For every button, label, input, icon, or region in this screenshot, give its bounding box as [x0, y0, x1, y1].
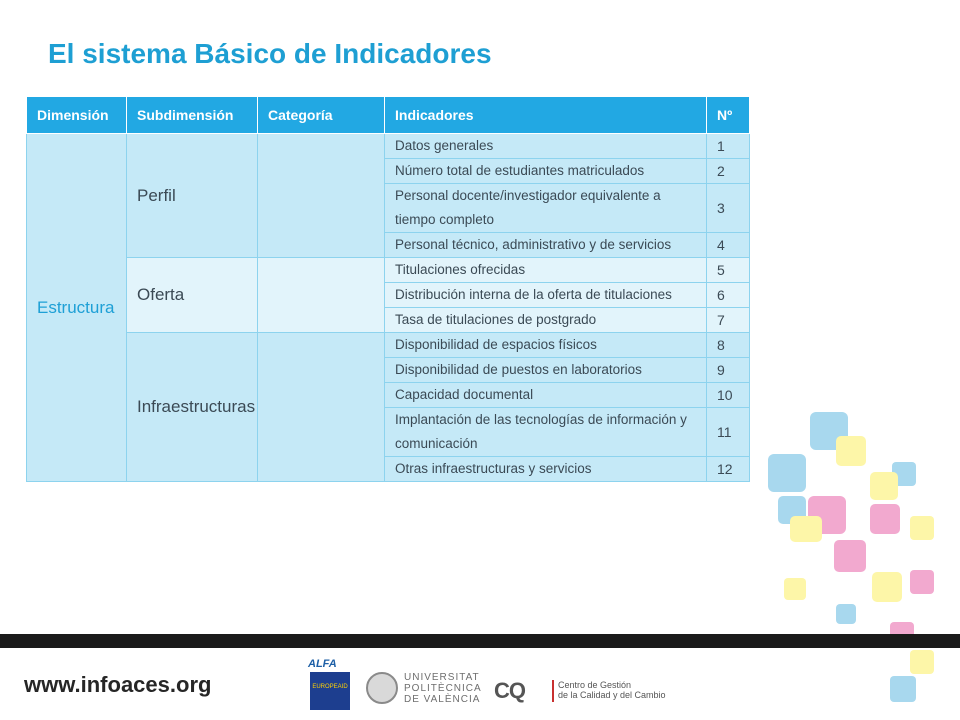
- subdimension-perfil: Perfil: [126, 133, 258, 258]
- upv-logo-text: UNIVERSITAT POLITÈCNICA DE VALÈNCIA: [404, 672, 482, 705]
- cq-divider: [552, 680, 554, 702]
- decorative-square-yellow: [910, 516, 934, 540]
- number-cell: 7: [706, 307, 750, 333]
- category-cell: [257, 133, 385, 258]
- website-url: www.infoaces.org: [24, 672, 212, 697]
- table-row: Número total de estudiantes matriculados…: [27, 158, 750, 184]
- decorative-square-yellow: [910, 650, 934, 674]
- indicator-cell: Titulaciones ofrecidas: [384, 257, 707, 283]
- number-cell: 1: [706, 133, 750, 159]
- number-cell: 5: [706, 257, 750, 283]
- number-cell: 12: [706, 456, 750, 482]
- footer-bar: [0, 634, 960, 648]
- cq-logo-text: Centro de Gestión de la Calidad y del Ca…: [558, 680, 666, 700]
- header-category: Categoría: [257, 96, 385, 134]
- category-cell: [257, 332, 385, 482]
- header-dimension: Dimensión: [26, 96, 127, 134]
- indicator-cell: Personal docente/investigador equivalent…: [384, 183, 707, 233]
- decorative-square-blue: [890, 676, 916, 702]
- decorative-square-blue: [768, 454, 806, 492]
- indicator-cell: Datos generales: [384, 133, 707, 159]
- table-row: Personal docente/investigador equivalent…: [27, 183, 750, 233]
- subdimension-infraestructuras: Infraestructuras: [126, 332, 258, 482]
- indicator-cell: Tasa de titulaciones de postgrado: [384, 307, 707, 333]
- number-cell: 8: [706, 332, 750, 358]
- alfa-logo-text: ALFA: [308, 658, 337, 670]
- decorative-square-yellow: [790, 516, 822, 542]
- decorative-square-pink: [834, 540, 866, 572]
- table-row: Capacidad documental 10: [27, 382, 750, 408]
- number-cell: 9: [706, 357, 750, 383]
- header-subdimension: Subdimensión: [126, 96, 258, 134]
- decorative-square-yellow: [784, 578, 806, 600]
- upv-seal-icon: [366, 672, 398, 704]
- eu-flag-icon: [310, 672, 350, 710]
- indicator-cell: Distribución interna de la oferta de tit…: [384, 282, 707, 308]
- decorative-square-pink: [870, 504, 900, 534]
- decorative-square-blue: [836, 604, 856, 624]
- indicator-cell: Otras infraestructuras y servicios: [384, 456, 707, 482]
- indicator-cell: Capacidad documental: [384, 382, 707, 408]
- category-cell: [257, 257, 385, 333]
- number-cell: 2: [706, 158, 750, 184]
- indicator-cell: Implantación de las tecnologías de infor…: [384, 407, 707, 457]
- decorative-square-yellow: [872, 572, 902, 602]
- alfa-europeaid-logo: ALFA EUROPEAID: [308, 658, 352, 710]
- table-row: Disponibilidad de puestos en laboratorio…: [27, 357, 750, 383]
- number-cell: 6: [706, 282, 750, 308]
- table-row: Otras infraestructuras y servicios 12: [27, 456, 750, 482]
- table-row: Tasa de titulaciones de postgrado 7: [27, 307, 750, 333]
- table-row: Distribución interna de la oferta de tit…: [27, 282, 750, 308]
- number-cell: 10: [706, 382, 750, 408]
- decorative-square-pink: [910, 570, 934, 594]
- indicator-cell: Número total de estudiantes matriculados: [384, 158, 707, 184]
- number-cell: 3: [706, 183, 750, 233]
- table-row: Infraestructuras Disponibilidad de espac…: [27, 332, 750, 482]
- indicator-cell: Personal técnico, administrativo y de se…: [384, 232, 707, 258]
- europeaid-text: EUROPEAID: [312, 684, 348, 690]
- table-header-row: Dimensión Subdimensión Categoría Indicad…: [26, 96, 750, 134]
- table-row: Estructura Perfil Datos generales 1: [26, 133, 750, 482]
- number-cell: 11: [706, 407, 750, 457]
- page-title: El sistema Básico de Indicadores: [48, 38, 492, 69]
- header-indicators: Indicadores: [384, 96, 707, 134]
- indicator-cell: Disponibilidad de espacios físicos: [384, 332, 707, 358]
- indicator-cell: Disponibilidad de puestos en laboratorio…: [384, 357, 707, 383]
- decorative-square-yellow: [836, 436, 866, 466]
- dimension-cell: Estructura: [26, 133, 127, 482]
- table-row: Oferta Titulaciones ofrecidas 5: [27, 257, 750, 333]
- decorative-square-yellow: [870, 472, 898, 500]
- number-cell: 4: [706, 232, 750, 258]
- header-number: Nº: [706, 96, 750, 134]
- cq-logo-mark: CQ: [494, 678, 526, 703]
- indicators-table: Dimensión Subdimensión Categoría Indicad…: [26, 96, 750, 482]
- subdimension-oferta: Oferta: [126, 257, 258, 333]
